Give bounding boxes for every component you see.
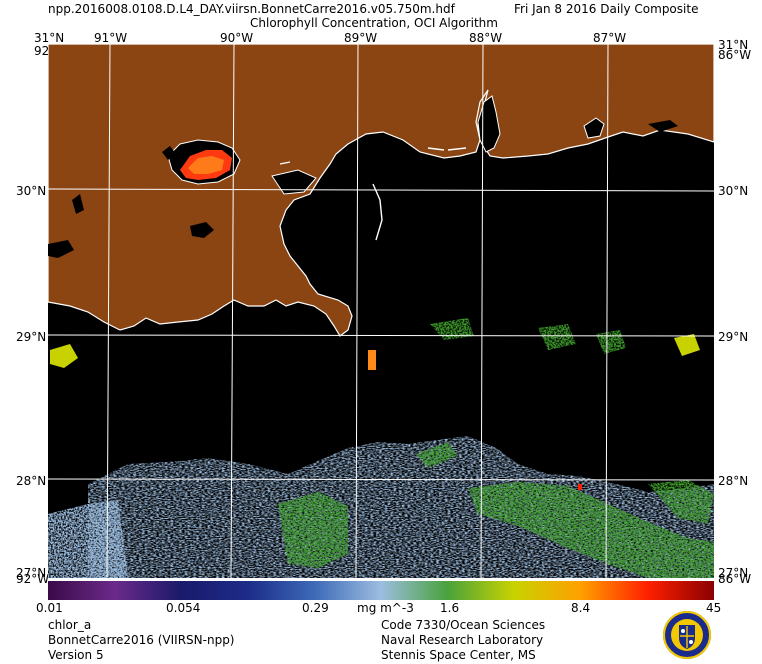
map-canvas: [48, 44, 714, 578]
nrl-seal-icon: [663, 611, 711, 659]
meridian-91w: [106, 44, 111, 578]
colorbar-tick-2: 0.29: [302, 601, 329, 615]
lake-borgne: [271, 169, 317, 195]
lon-label-89w: 89°W: [344, 31, 378, 45]
footer-location: Stennis Space Center, MS: [381, 648, 536, 662]
mobile-bay: [477, 95, 501, 153]
marsh-channel-1: [48, 240, 74, 258]
marsh-channel-2: [72, 194, 84, 214]
footer-region: BonnetCarre2016 (VIIRSN-npp): [48, 633, 235, 647]
lat-label-29n-left: 29°N: [16, 330, 47, 344]
footer-code: Code 7330/Ocean Sciences: [381, 618, 546, 632]
meridian-90w: [230, 44, 235, 578]
pensacola-bay: [583, 117, 605, 139]
chlorophyll-high-spot-2: [578, 484, 582, 490]
land-mass: [48, 44, 714, 337]
footer-lab: Naval Research Laboratory: [381, 633, 544, 647]
pontchartrain-bloom-core: [188, 156, 224, 174]
chlorophyll-high-spot: [368, 350, 376, 370]
parallel-30n: [48, 188, 714, 192]
choctawhatchee-bay: [648, 120, 678, 132]
map-panel: [48, 44, 714, 578]
lon-label-87w: 87°W: [593, 31, 627, 45]
chlorophyll-yellow-patches: [50, 334, 700, 368]
colorbar: [48, 581, 714, 600]
colorbar-units: mg m^-3: [357, 601, 414, 615]
colorbar-tick-4: 8.4: [571, 601, 591, 615]
colorbar-tick-1: 0.054: [166, 601, 201, 615]
chlorophyll-low-region-2: [48, 500, 128, 578]
lake-salvador: [190, 222, 214, 238]
corner-label-bottom-left: 92°W: [16, 572, 50, 586]
lon-label-90w: 90°W: [220, 31, 254, 45]
footer-product: chlor_a: [48, 618, 92, 632]
lon-label-91w: 91°W: [94, 31, 128, 45]
colorbar-tick-3: 1.6: [440, 601, 460, 615]
parallel-29n: [48, 334, 714, 337]
corner-label-bottom-right: 86°W: [718, 572, 752, 586]
chlorophyll-mid-patches: [278, 318, 714, 578]
corner-label-top-right-under: 86°W: [718, 48, 752, 62]
product-title: Chlorophyll Concentration, OCI Algorithm: [250, 16, 498, 30]
lon-label-88w: 88°W: [469, 31, 503, 45]
colorbar-tick-0: 0.01: [36, 601, 63, 615]
meridian-88w: [480, 44, 484, 578]
corner-label-top-right: 31°N: [718, 38, 749, 52]
date-label: Fri Jan 8 2016 Daily Composite: [514, 2, 699, 16]
corner-label-bottom-right-over: 27°N: [718, 566, 749, 580]
colorbar-tick-5: 45: [706, 601, 722, 615]
meridian-87w: [605, 44, 609, 578]
lat-label-30n-right: 30°N: [718, 184, 749, 198]
footer-version: Version 5: [48, 648, 104, 662]
lake-maurepas: [162, 146, 176, 160]
corner-label-top-left: 31°N: [34, 31, 65, 45]
lat-label-30n-left: 30°N: [16, 184, 47, 198]
corner-label-bottom-left-over: 27°N: [16, 566, 47, 580]
lat-label-29n-right: 29°N: [718, 330, 749, 344]
barrier-islands: [279, 147, 467, 241]
graticule: [48, 44, 714, 578]
filename-label: npp.2016008.0108.D.L4_DAY.viirsn.BonnetC…: [48, 2, 455, 16]
meridian-89w: [355, 44, 359, 578]
parallel-28n: [48, 478, 714, 481]
lat-label-28n-right: 28°N: [718, 474, 749, 488]
lat-label-28n-left: 28°N: [16, 474, 47, 488]
